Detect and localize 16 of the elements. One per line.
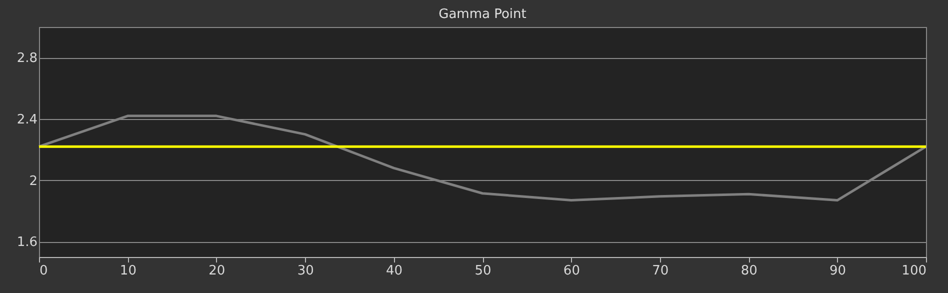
y-tick-label: 1.6 (16, 235, 38, 250)
y-tick-label: 2 (29, 174, 38, 189)
x-tick-label: 100 (902, 264, 926, 278)
x-tick-label: 10 (120, 264, 136, 278)
x-tick-label: 50 (474, 264, 492, 278)
x-tick-label: 80 (740, 264, 758, 278)
chart-title: Gamma Point (438, 7, 526, 22)
x-tick-label: 70 (652, 264, 669, 278)
x-tick-label: 90 (830, 264, 846, 278)
x-tick-label: 60 (563, 264, 580, 278)
x-tick-label: 30 (297, 264, 314, 278)
x-tick-label: 40 (386, 264, 403, 278)
y-tick-label: 2.8 (16, 51, 38, 66)
x-tick-label: 0 (40, 264, 48, 278)
y-tick-label: 2.4 (16, 112, 38, 128)
x-tick-label: 20 (208, 264, 226, 278)
